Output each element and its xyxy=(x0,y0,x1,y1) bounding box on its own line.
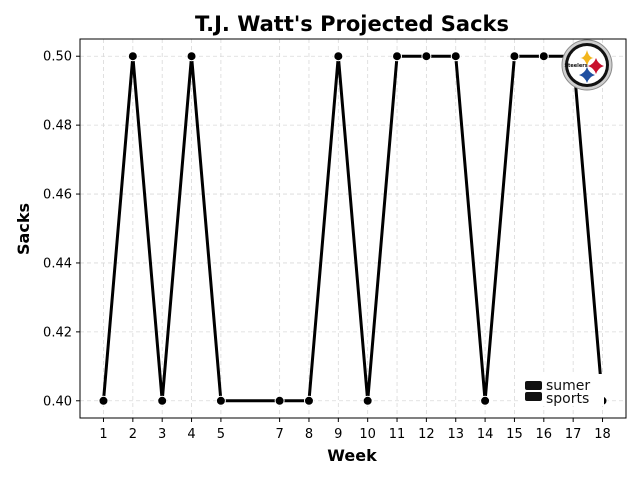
x-axis-label: Week xyxy=(327,446,377,465)
logo-hypocycloid-red xyxy=(588,58,604,74)
y-axis-label: Sacks xyxy=(14,203,33,255)
x-tick-label: 12 xyxy=(418,427,435,442)
data-point xyxy=(392,51,403,62)
plot-frame xyxy=(79,38,627,419)
sports-text: sports xyxy=(546,391,589,407)
data-point xyxy=(215,395,226,406)
data-point xyxy=(480,395,491,406)
x-tick-label: 13 xyxy=(447,427,464,442)
x-tick-label: 10 xyxy=(359,427,376,442)
x-tick-label: 14 xyxy=(477,427,494,442)
series-line xyxy=(101,54,605,403)
x-tick-label: 18 xyxy=(594,427,611,442)
data-point xyxy=(450,51,461,62)
data-point xyxy=(509,51,520,62)
sumer-text: sumer xyxy=(546,378,590,394)
data-point xyxy=(421,51,432,62)
x-tick-label: 8 xyxy=(305,427,313,442)
sumer-sports-logo: sumer sports xyxy=(520,374,604,407)
x-tick-label: 4 xyxy=(187,427,195,442)
data-point xyxy=(127,51,138,62)
steelers-logo: Steelers xyxy=(561,39,613,91)
y-tick-label: 0.44 xyxy=(43,256,72,271)
x-tick-label: 3 xyxy=(158,427,166,442)
y-tick-label: 0.48 xyxy=(43,119,72,134)
data-point xyxy=(333,51,344,62)
x-tick-label: 9 xyxy=(334,427,342,442)
ticks-layer: 1 2 3 4 5 7 8 9 10 11 12 13 14 15 16 17 180.400.420.440.… xyxy=(43,50,611,442)
x-tick-label: 17 xyxy=(565,427,582,442)
data-point xyxy=(362,395,373,406)
x-tick-label: 16 xyxy=(536,427,553,442)
y-tick-label: 0.42 xyxy=(43,325,72,340)
logo-wordmark: Steelers xyxy=(564,63,587,69)
logo-hypocycloid-yellow xyxy=(580,50,594,66)
x-tick-label: 15 xyxy=(506,427,523,442)
y-tick-label: 0.40 xyxy=(43,394,72,409)
x-tick-label: 2 xyxy=(129,427,137,442)
data-point xyxy=(98,395,109,406)
x-tick-label: 11 xyxy=(389,427,406,442)
sumer-mark-bottom xyxy=(525,392,542,401)
series-sacks xyxy=(98,51,608,406)
y-tick-label: 0.46 xyxy=(43,188,72,203)
x-tick-label: 7 xyxy=(275,427,283,442)
logo-hypocycloid-blue xyxy=(579,67,595,83)
plot-area: 1 2 3 4 5 7 8 9 10 11 12 13 14 15 16 17 180.400.420.440.… xyxy=(43,38,627,442)
data-point xyxy=(274,395,285,406)
x-tick-label: 1 xyxy=(99,427,107,442)
y-tick-label: 0.50 xyxy=(43,50,72,65)
data-point xyxy=(186,51,197,62)
x-tick-label: 5 xyxy=(217,427,225,442)
data-point xyxy=(538,51,549,62)
data-point xyxy=(303,395,314,406)
sumer-mark-dot xyxy=(525,382,531,388)
chart-title: T.J. Watt's Projected Sacks xyxy=(195,12,509,36)
data-point xyxy=(157,395,168,406)
